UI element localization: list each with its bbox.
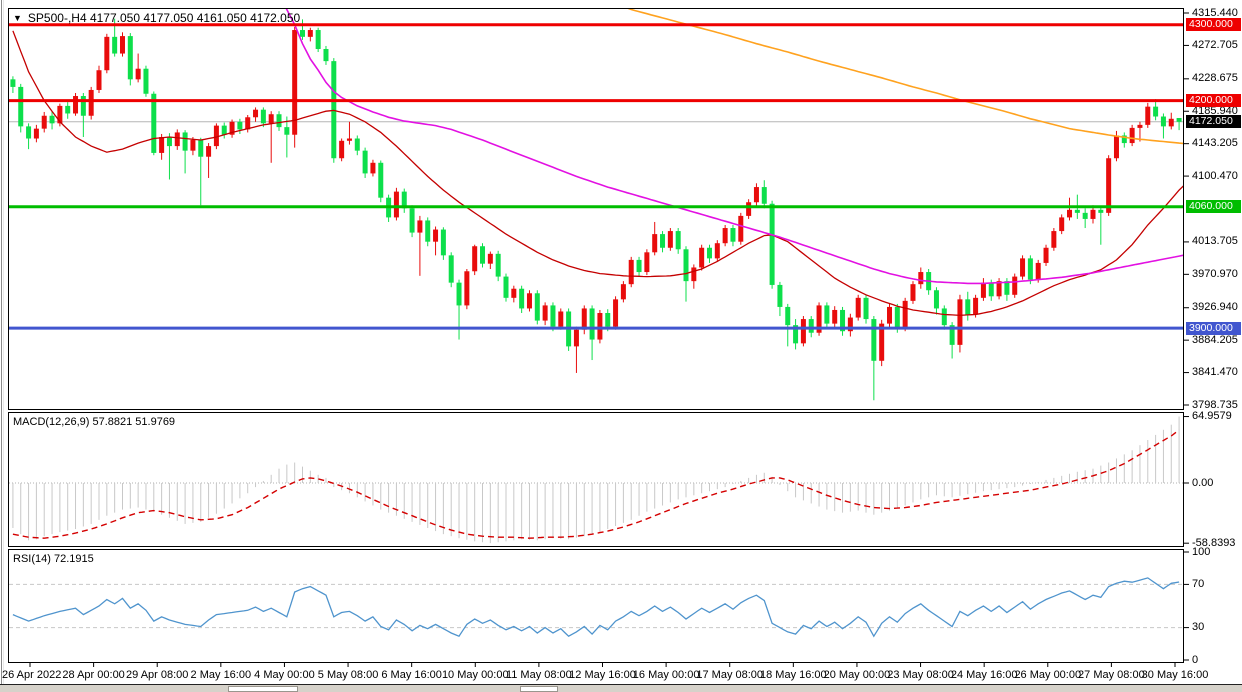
candles [10,18,1182,401]
macd-histogram [12,416,1180,544]
time-tick-label: 11 May 08:00 [505,669,572,681]
time-tick-label: 5 May 08:00 [317,669,379,681]
macd-axis-label: -58.8393 [1192,536,1236,549]
time-tick-label: 26 May 00:00 [1014,669,1082,681]
time-tick-label: 18 May 16:00 [760,669,827,681]
time-tick-label: 4 May 00:00 [254,669,315,681]
time-tick-label: 10 May 00:00 [441,669,509,681]
panel-borders [8,8,1184,663]
time-tick-label: 28 Apr 00:00 [62,669,125,681]
price-tick-label: 4013.705 [1192,235,1238,248]
rsi-panel[interactable] [9,577,1183,638]
price-tick-label: 4228.675 [1192,72,1238,85]
price-tick-label: 3798.735 [1192,398,1238,411]
axis-tick-marks [29,12,1189,667]
rsi-indicator-label: RSI(14) 72.1915 [13,553,94,565]
symbol-dropdown-icon[interactable]: ▼ [13,13,22,23]
time-axis[interactable]: 26 Apr 2022 28 Apr 00:00 29 Apr 08:00 2 May… [0,663,1242,684]
rsi-axis-label: 100 [1192,545,1211,558]
minimized-window-titlebar[interactable] [228,686,298,692]
rsi-axis-label: 30 [1192,621,1205,634]
price-tick-label: 3970.970 [1192,267,1238,280]
time-tick-label: 20 May 00:00 [823,669,891,681]
minimized-window-titlebar[interactable] [520,686,558,692]
macd-indicator-label: MACD(12,26,9) 57.8821 51.9769 [13,416,176,428]
chart-title: ▼ SP500-,H4 4177.050 4177.050 4161.050 41… [13,11,300,25]
time-tick-label: 16 May 00:00 [632,669,700,681]
price-tick-label: 3841.470 [1192,366,1238,379]
price-panel[interactable] [9,2,1187,401]
time-tick-label: 6 May 16:00 [381,669,442,681]
macd-signal-line [12,429,1180,539]
time-tick-label: 17 May 08:00 [696,669,764,681]
price-level-badge: 3900.000 [1186,321,1241,335]
price-level-badge: 4200.000 [1186,94,1241,108]
time-tick-label: 27 May 08:00 [1078,669,1145,681]
price-axis[interactable]: 4315.440 4272.705 4228.675 4185.940 4143.205… [1184,0,1242,666]
time-tick-label: 12 May 16:00 [569,669,636,681]
price-tick-label: 3884.205 [1192,333,1238,346]
price-level-badge: 4300.000 [1186,18,1241,32]
time-tick-label: 2 May 16:00 [190,669,252,681]
rsi-axis-label: 0 [1192,653,1199,666]
window-chrome [1,0,4,692]
price-tick-label: 4100.470 [1192,169,1238,182]
time-tick-label: 23 May 08:00 [887,669,954,681]
time-tick-label: 30 May 16:00 [1141,669,1209,681]
ma-mid-line [285,9,1183,285]
price-tick-label: 4143.205 [1192,137,1238,150]
price-tick-label: 4315.440 [1192,6,1238,19]
macd-axis-label: 64.9579 [1192,410,1232,423]
rsi-axis-label: 70 [1192,577,1205,590]
chart-title-text: SP500-,H4 4177.050 4177.050 4161.050 417… [27,11,301,25]
price-level-badge: 4060.000 [1186,200,1241,214]
minimized-window-strip[interactable] [0,684,1242,692]
price-tick-label: 3926.940 [1192,301,1238,314]
price-level-badge: 4172.050 [1186,115,1241,129]
ma-slow-line [627,9,1183,145]
price-tick-label: 4272.705 [1192,38,1238,51]
ma-fast-line [12,30,1183,316]
time-tick-label: 26 Apr 2022 [2,669,62,681]
macd-panel[interactable] [9,416,1183,544]
macd-axis-label: 0.00 [1192,476,1214,489]
time-tick-label: 29 Apr 08:00 [126,669,189,681]
price-tick-label: 4185.940 [1192,104,1238,117]
rsi-line [12,577,1180,638]
time-tick-label: 24 May 16:00 [950,669,1018,681]
